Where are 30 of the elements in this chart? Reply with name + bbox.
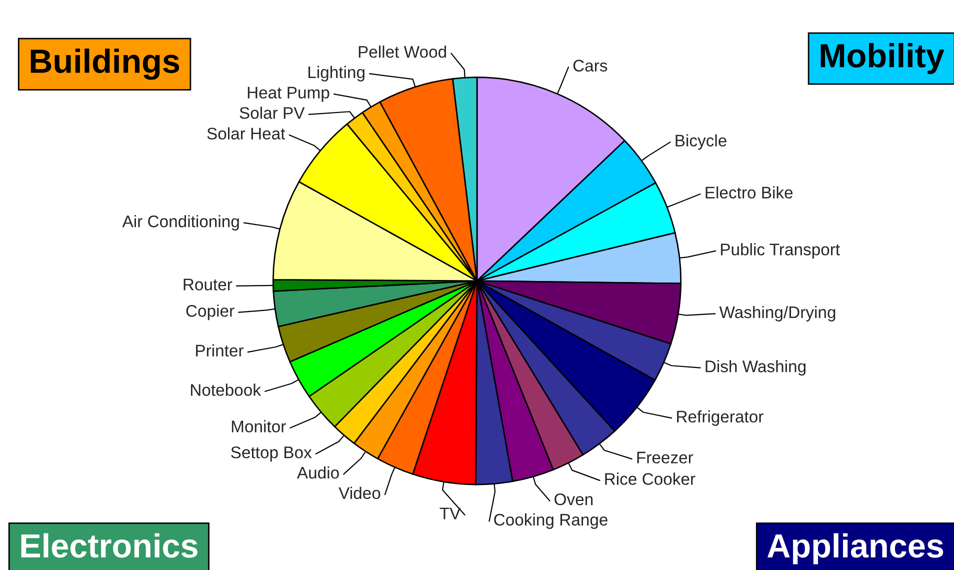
slice-label: Printer [196,344,244,357]
slice-label: Notebook [190,384,261,396]
slice-label: TV [440,508,461,520]
slice-label: Refrigerator [677,410,764,426]
slice-label: Cooking Range [494,513,608,529]
text: Appliances [767,533,944,564]
slice-label: Oven [554,493,593,506]
slice-label: Router [184,278,232,290]
slice-label: Heat Pump [248,86,330,102]
slice-label: Monitor [232,420,286,432]
text: Electronics [21,533,198,558]
slice-label: Solar PV [240,106,305,119]
slice-label: Air Conditioning [122,215,239,231]
slice-label: Bicycle [676,134,726,150]
slice-label: Pellet Wood [358,46,446,58]
slice-label: Solar Heat [207,127,286,140]
text: Buildings [30,48,180,80]
slice-label: Cars [573,60,608,72]
slice-label: Rice Cooker [605,472,696,485]
slice-label: Audio [296,466,339,479]
text: Mobility [820,43,944,74]
slice-label: Public Transport [720,243,840,259]
slice-label: Electro Bike [706,186,793,199]
slice-label: Washing/Drying [719,306,836,322]
slice-label: Lighting [308,66,364,82]
slice-label: Settop Box [231,446,312,462]
slice-label: Dish Washing [706,360,806,376]
slice-label: Freezer [637,452,694,464]
slice-label: Copier [186,304,234,320]
slice-label: Video [338,486,380,500]
